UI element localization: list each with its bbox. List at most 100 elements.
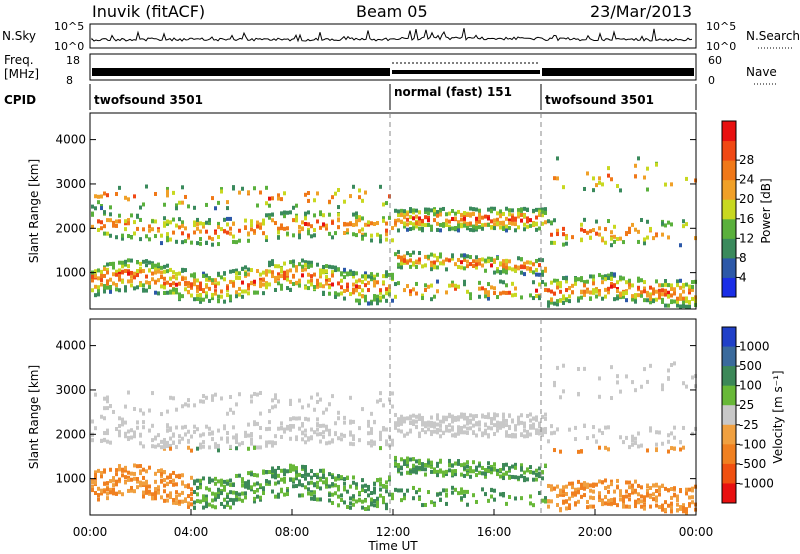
echo-cell (478, 225, 481, 230)
echo-cell (184, 287, 187, 292)
echo-cell (559, 298, 562, 303)
echo-cell (388, 289, 391, 294)
echo-cell (268, 263, 271, 268)
echo-cell (217, 235, 220, 240)
echo-cell (520, 474, 523, 479)
echo-cell (295, 416, 298, 421)
y-tick-label: 4000 (55, 133, 86, 147)
echo-cell (610, 236, 613, 241)
echo-cell (274, 287, 277, 292)
echo-cell (625, 298, 628, 303)
echo-cell (499, 468, 502, 473)
echo-cell (598, 291, 601, 296)
echo-cell (178, 200, 181, 205)
echo-cell (427, 254, 430, 259)
echo-cell (628, 229, 631, 234)
echo-cell (625, 504, 628, 509)
echo-cell (280, 226, 283, 231)
echo-cell (493, 270, 496, 275)
echo-cell (580, 482, 583, 487)
echo-cell (130, 283, 133, 288)
echo-cell (637, 492, 640, 497)
echo-cell (643, 175, 646, 180)
echo-cell (118, 464, 121, 469)
echo-cell (451, 425, 454, 430)
echo-cell (562, 185, 565, 190)
echo-cell (619, 490, 622, 495)
echo-cell (214, 442, 217, 447)
echo-cell (136, 464, 139, 469)
echo-cell (556, 502, 559, 507)
echo-cell (592, 279, 595, 284)
echo-cell (457, 461, 460, 466)
echo-cell (436, 255, 439, 260)
echo-cell (163, 202, 166, 207)
echo-cell (211, 196, 214, 201)
echo-cell (547, 499, 550, 504)
echo-cell (247, 482, 250, 487)
colorbar-segment (722, 179, 736, 200)
echo-cell (442, 473, 445, 478)
echo-cell (157, 443, 160, 448)
colorbar-tick-label: -100 (739, 437, 766, 451)
echo-cell (685, 487, 688, 492)
echo-cell (637, 239, 640, 244)
echo-cell (199, 286, 202, 291)
echo-cell (142, 444, 145, 449)
echo-cell (445, 469, 448, 474)
echo-cell (97, 486, 100, 491)
echo-cell (499, 225, 502, 230)
echo-cell (253, 229, 256, 234)
echo-cell (268, 426, 271, 431)
echo-cell (148, 465, 151, 470)
echo-cell (652, 483, 655, 488)
echo-cell (625, 435, 628, 440)
colorbar-segment (722, 366, 736, 387)
echo-cell (388, 272, 391, 277)
echo-cell (106, 406, 109, 411)
echo-cell (436, 209, 439, 214)
echo-cell (535, 293, 538, 298)
echo-cell (571, 485, 574, 490)
echo-cell (151, 277, 154, 282)
echo-cell (331, 394, 334, 399)
echo-cell (136, 269, 139, 274)
echo-cell (502, 212, 505, 217)
echo-cell (544, 412, 547, 417)
echo-cell (406, 488, 409, 493)
echo-cell (118, 219, 121, 224)
echo-cell (175, 482, 178, 487)
echo-cell (187, 284, 190, 289)
echo-cell (136, 272, 139, 277)
echo-cell (481, 487, 484, 492)
echo-cell (667, 290, 670, 295)
echo-cell (214, 497, 217, 502)
echo-cell (385, 427, 388, 432)
echo-cell (463, 462, 466, 467)
echo-cell (349, 222, 352, 227)
echo-cell (631, 297, 634, 302)
echo-cell (250, 472, 253, 477)
echo-cell (445, 267, 448, 272)
echo-cell (145, 184, 148, 189)
echo-cell (481, 226, 484, 231)
echo-cell (355, 298, 358, 303)
echo-cell (391, 272, 394, 277)
echo-cell (253, 290, 256, 295)
echo-cell (184, 424, 187, 429)
echo-cell (532, 470, 535, 475)
echo-cell (232, 490, 235, 495)
echo-cell (445, 493, 448, 498)
echo-cell (460, 425, 463, 430)
echo-cell (631, 487, 634, 492)
echo-cell (472, 207, 475, 212)
echo-cell (478, 422, 481, 427)
echo-cell (91, 288, 94, 293)
echo-cell (442, 259, 445, 264)
echo-cell (385, 502, 388, 507)
echo-cell (259, 411, 262, 416)
echo-cell (187, 501, 190, 506)
echo-cell (427, 207, 430, 212)
echo-cell (292, 263, 295, 268)
echo-cell (211, 296, 214, 301)
